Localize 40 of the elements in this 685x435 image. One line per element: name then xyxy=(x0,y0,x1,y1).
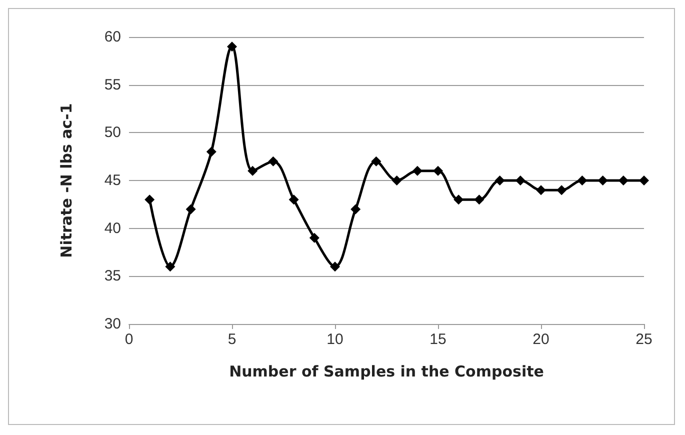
y-tick-label: 50 xyxy=(104,124,121,142)
x-tick-label: 5 xyxy=(228,331,236,348)
point xyxy=(598,176,608,186)
point xyxy=(144,194,155,205)
point xyxy=(309,232,320,243)
y-tick-label: 40 xyxy=(104,220,121,237)
point xyxy=(350,204,361,214)
y-tick-label: 45 xyxy=(104,172,121,189)
point xyxy=(186,204,196,214)
point xyxy=(371,156,382,166)
point xyxy=(227,42,237,52)
point xyxy=(474,194,484,205)
point xyxy=(268,156,278,166)
x-tick-label: 10 xyxy=(326,331,344,348)
point xyxy=(392,176,402,186)
point xyxy=(288,194,299,205)
point xyxy=(618,176,628,186)
point xyxy=(206,146,216,157)
x-axis-title: Number of Samples in the Composite xyxy=(229,362,544,380)
point xyxy=(515,176,526,186)
point xyxy=(165,262,176,272)
y-axis-title: Nitrate -N lbs ac-1 xyxy=(58,103,76,258)
y-tick-label: 60 xyxy=(104,28,121,46)
y-tick-label: 35 xyxy=(104,268,121,285)
point xyxy=(454,194,464,205)
point xyxy=(556,185,567,196)
y-tick-label: 30 xyxy=(104,316,121,332)
point xyxy=(433,166,443,176)
point xyxy=(330,262,340,272)
point xyxy=(412,166,422,176)
point xyxy=(494,176,505,186)
point xyxy=(577,176,588,186)
x-tick-label: 15 xyxy=(430,331,446,348)
point xyxy=(639,176,649,186)
y-tick-label: 55 xyxy=(104,76,121,94)
point xyxy=(536,185,546,196)
x-tick-label: 0 xyxy=(124,331,134,348)
x-tick-label: 25 xyxy=(636,331,652,348)
x-tick-label: 20 xyxy=(532,331,550,348)
point xyxy=(248,166,258,176)
